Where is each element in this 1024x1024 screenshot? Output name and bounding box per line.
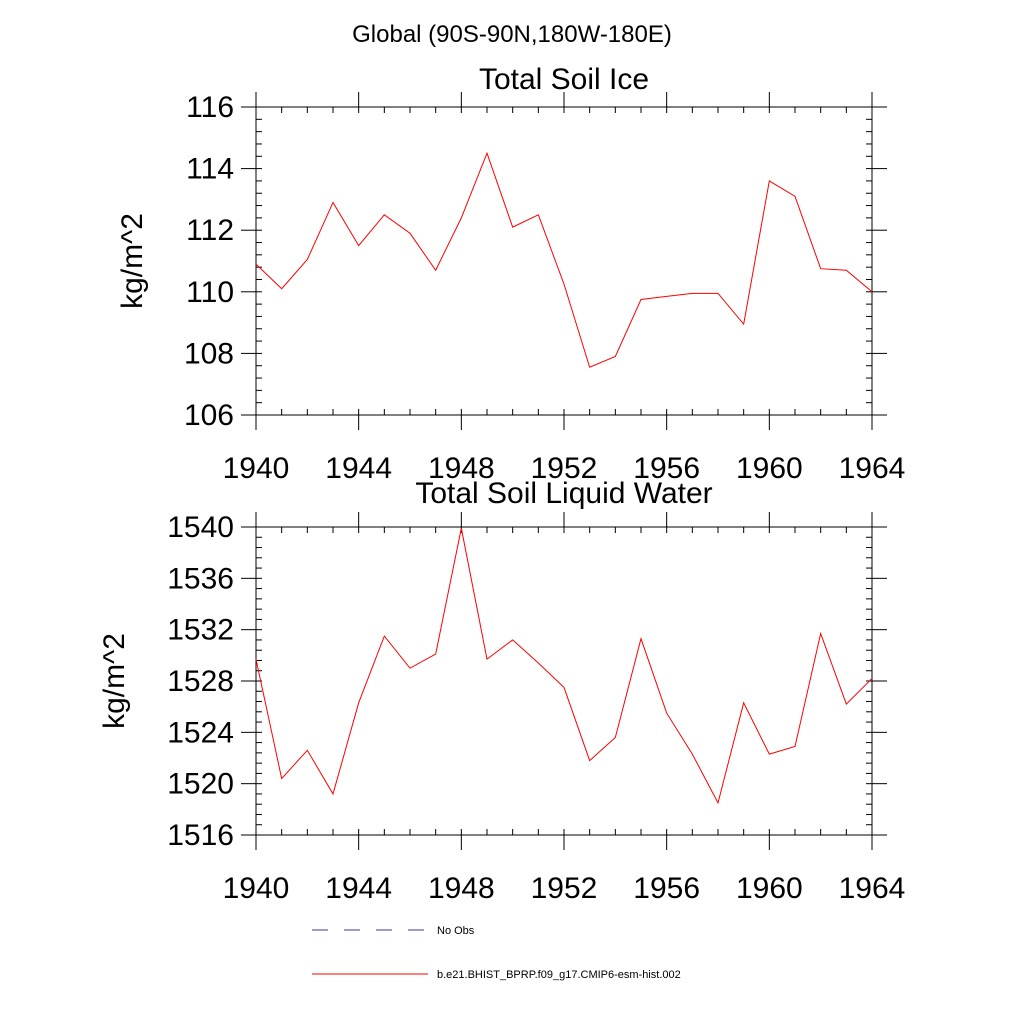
- panel-soil-liquid-ylabel: kg/m^2: [98, 633, 131, 729]
- soil-liquid-x-tick-label: 1952: [531, 872, 598, 905]
- soil-ice-y-tick-label: 108: [184, 337, 234, 370]
- soil-liquid-y-tick-label: 1528: [167, 665, 234, 698]
- soil-ice-plot-frame: [255, 106, 873, 416]
- soil-ice-x-tick-label: 1952: [531, 452, 598, 485]
- legend-model-label: b.e21.BHIST_BPRP.f09_g17.CMIP6-esm-hist.…: [437, 969, 681, 981]
- soil-liquid-y-tick-label: 1516: [167, 819, 234, 852]
- soil-ice-y-tick-label: 112: [186, 214, 234, 247]
- soil-ice-y-tick-label: 106: [184, 399, 234, 432]
- soil-liquid-y-tick-label: 1524: [167, 716, 234, 749]
- soil-ice-x-tick-label: 1964: [839, 452, 906, 485]
- legend-no-obs-label: No Obs: [437, 925, 475, 937]
- soil-liquid-x-tick-label: 1960: [736, 872, 803, 905]
- soil-ice-series-line: [255, 151, 873, 368]
- legend: No Obs b.e21.BHIST_BPRP.f09_g17.CMIP6-es…: [312, 925, 681, 981]
- soil-ice-x-tick-label: 1944: [325, 452, 392, 485]
- soil-liquid-x-tick-label: 1956: [633, 872, 700, 905]
- panel-soil-liquid-axes: 1516 1520 1524 1528 1532 1536 1540 1940 1944 1948…: [167, 511, 905, 905]
- panel-soil-liquid: Total Soil Liquid Water kg/m^2 151615201…: [98, 477, 905, 905]
- soil-liquid-y-tick-label: 1540: [167, 511, 234, 544]
- soil-ice-y-tick-label: 116: [186, 91, 234, 124]
- panel-soil-ice-ylabel: kg/m^2: [116, 213, 149, 309]
- panel-soil-liquid-title: Total Soil Liquid Water: [415, 477, 712, 510]
- soil-liquid-y-tick-label: 1536: [167, 562, 234, 595]
- soil-ice-x-tick-label: 1948: [428, 452, 495, 485]
- soil-ice-y-tick-label: 114: [186, 153, 234, 186]
- soil-liquid-plot-frame: [255, 526, 873, 836]
- soil-liquid-x-tick-label: 1940: [223, 872, 290, 905]
- soil-liquid-series-line: [255, 528, 873, 805]
- soil-liquid-y-tick-label: 1520: [167, 768, 234, 801]
- panel-soil-ice: Total Soil Ice kg/m^2 106 108 110 112 114 116…: [116, 63, 905, 485]
- figure-suptitle: Global (90S-90N,180W-180E): [352, 21, 672, 48]
- soil-liquid-y-tick-label: 1532: [167, 614, 234, 647]
- soil-ice-x-tick-label: 1940: [223, 452, 290, 485]
- soil-liquid-x-tick-label: 1948: [428, 872, 495, 905]
- soil-ice-y-tick-label: 110: [186, 276, 234, 309]
- soil-ice-x-tick-label: 1956: [633, 452, 700, 485]
- soil-ice-x-tick-label: 1960: [736, 452, 803, 485]
- panel-soil-ice-axes: 106 108 110 112 114 116 1940 1944 1948 1952 1956 19…: [184, 91, 905, 485]
- panel-soil-ice-title: Total Soil Ice: [479, 63, 649, 96]
- soil-liquid-x-tick-label: 1944: [325, 872, 392, 905]
- soil-liquid-x-tick-label: 1964: [839, 872, 906, 905]
